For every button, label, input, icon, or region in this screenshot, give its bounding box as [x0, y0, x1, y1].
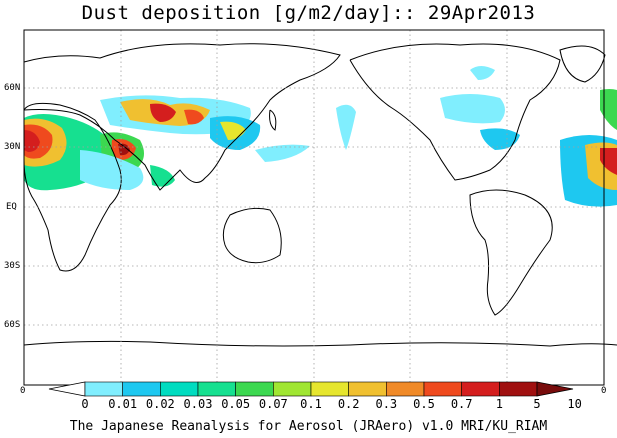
colorbar-tick-label: 0.5: [413, 397, 435, 411]
colorbar-swatch: [423, 381, 462, 397]
colorbar-tick-label: 0.1: [300, 397, 322, 411]
colorbar-tick-label: 0.02: [145, 397, 175, 411]
colorbar-tick-label: 10: [567, 397, 582, 411]
colorbar-swatch: [122, 381, 161, 397]
colorbar-swatch: [310, 381, 349, 397]
colorbar-swatch: [197, 381, 236, 397]
colorbar-swatch: [160, 381, 199, 397]
footer-credit: The Japanese Reanalysis for Aerosol (JRA…: [69, 419, 548, 434]
map-title: Dust deposition [g/m2/day]:: 29Apr2013: [81, 2, 536, 24]
colorbar-tick-label: 0.3: [375, 397, 398, 411]
colorbar-swatch: [499, 381, 538, 397]
colorbar-tick-label: 0: [81, 397, 89, 411]
colorbar-swatch: [273, 381, 312, 397]
colorbar-arrow-low: [48, 381, 86, 397]
lon-label-right: 0: [601, 386, 607, 396]
dust-fields: [24, 66, 617, 207]
lon-label-left: 0: [20, 386, 26, 396]
colorbar-tick-label: 0.05: [221, 397, 251, 411]
colorbar-swatch: [386, 381, 425, 397]
colorbar-swatch: [84, 381, 123, 397]
lat-label-60n: 60N: [4, 83, 21, 93]
lat-label-30n: 30N: [4, 142, 21, 152]
gridlines: [24, 30, 604, 385]
colorbar-tick-label: 0.01: [108, 397, 138, 411]
colorbar-arrow-high: [536, 381, 574, 397]
lat-label-eq: EQ: [6, 202, 17, 212]
coastlines: [23, 43, 617, 347]
colorbar-tick-label: 0.03: [183, 397, 213, 411]
lat-label-60s: 60S: [4, 320, 21, 330]
lat-label-30s: 30S: [4, 261, 21, 271]
colorbar-tick-label: 0.7: [450, 397, 473, 411]
colorbar-swatch: [348, 381, 387, 397]
colorbar-tick-label: 5: [533, 397, 541, 411]
colorbar-swatch: [461, 381, 500, 397]
colorbar-tick-label: 0.07: [258, 397, 288, 411]
colorbar-swatch: [235, 381, 274, 397]
colorbar: [48, 381, 574, 397]
colorbar-tick-label: 1: [495, 397, 503, 411]
colorbar-tick-label: 0.2: [337, 397, 360, 411]
